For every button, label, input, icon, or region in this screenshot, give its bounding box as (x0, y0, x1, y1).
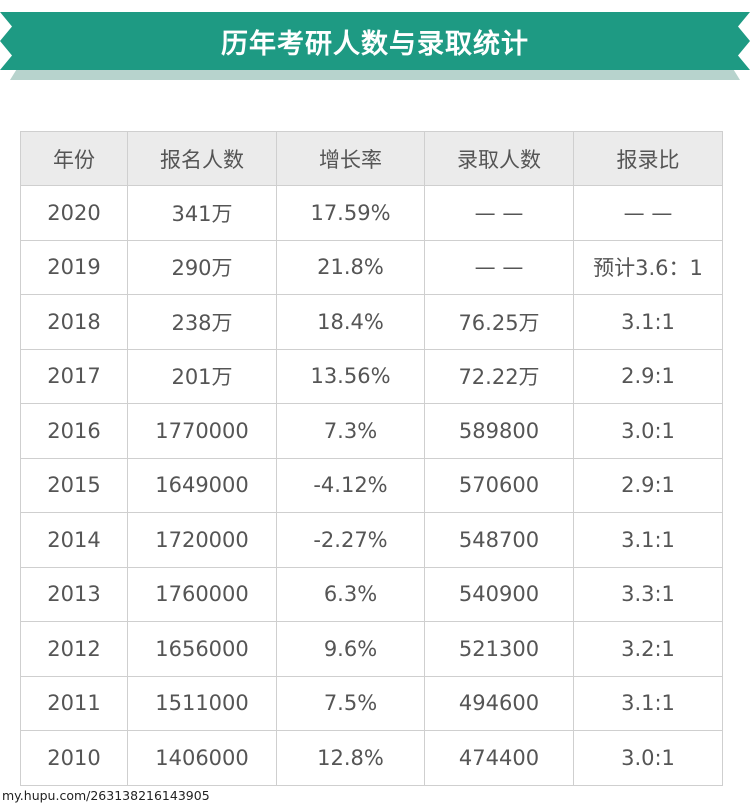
cell-applicants: 201万 (127, 348, 277, 404)
table-row: 2017 201万 13.56% 72.22万 2.9:1 (20, 348, 723, 404)
table-row: 2010 1406000 12.8% 474400 3.0:1 (20, 730, 723, 786)
header-year: 年份 (20, 131, 128, 186)
cell-ratio: 2.9:1 (573, 348, 723, 404)
cell-year: 2020 (20, 185, 128, 241)
stats-table: 年份 报名人数 增长率 录取人数 报录比 2020 341万 17.59% — … (20, 131, 723, 786)
cell-ratio: 3.1:1 (573, 512, 723, 568)
cell-admitted: 521300 (424, 621, 574, 677)
table-row: 2011 1511000 7.5% 494600 3.1:1 (20, 675, 723, 731)
table-row: 2014 1720000 -2.27% 548700 3.1:1 (20, 512, 723, 568)
cell-ratio: 3.2:1 (573, 621, 723, 677)
cell-applicants: 1406000 (127, 730, 277, 786)
cell-growth: 7.3% (276, 403, 425, 459)
cell-ratio: 2.9:1 (573, 457, 723, 513)
cell-ratio: 3.1:1 (573, 675, 723, 731)
cell-admitted: 589800 (424, 403, 574, 459)
table-row: 2012 1656000 9.6% 521300 3.2:1 (20, 621, 723, 677)
cell-applicants: 1770000 (127, 403, 277, 459)
table-row: 2019 290万 21.8% — — 预计3.6：1 (20, 239, 723, 295)
cell-ratio: 3.3:1 (573, 566, 723, 622)
cell-year: 2016 (20, 403, 128, 459)
cell-admitted: 72.22万 (424, 348, 574, 404)
cell-growth: -2.27% (276, 512, 425, 568)
table-row: 2020 341万 17.59% — — — — (20, 185, 723, 241)
cell-year: 2010 (20, 730, 128, 786)
cell-ratio: 3.0:1 (573, 730, 723, 786)
table-row: 2016 1770000 7.3% 589800 3.0:1 (20, 403, 723, 459)
cell-year: 2017 (20, 348, 128, 404)
cell-admitted: 570600 (424, 457, 574, 513)
cell-year: 2011 (20, 675, 128, 731)
header-growth: 增长率 (276, 131, 425, 186)
title-banner: 历年考研人数与录取统计 (0, 0, 750, 82)
page-title: 历年考研人数与录取统计 (0, 12, 750, 70)
cell-year: 2014 (20, 512, 128, 568)
cell-applicants: 1720000 (127, 512, 277, 568)
cell-admitted: 474400 (424, 730, 574, 786)
cell-year: 2012 (20, 621, 128, 677)
cell-applicants: 1511000 (127, 675, 277, 731)
cell-year: 2018 (20, 294, 128, 350)
cell-growth: 6.3% (276, 566, 425, 622)
cell-growth: 13.56% (276, 348, 425, 404)
cell-ratio: 3.0:1 (573, 403, 723, 459)
table-row: 2018 238万 18.4% 76.25万 3.1:1 (20, 294, 723, 350)
cell-admitted: — — (424, 185, 574, 241)
cell-growth: 18.4% (276, 294, 425, 350)
cell-applicants: 238万 (127, 294, 277, 350)
cell-year: 2013 (20, 566, 128, 622)
header-applicants: 报名人数 (127, 131, 277, 186)
header-ratio: 报录比 (573, 131, 723, 186)
cell-year: 2019 (20, 239, 128, 295)
table-row: 2013 1760000 6.3% 540900 3.3:1 (20, 566, 723, 622)
cell-applicants: 1656000 (127, 621, 277, 677)
cell-growth: -4.12% (276, 457, 425, 513)
cell-ratio: — — (573, 185, 723, 241)
cell-admitted: — — (424, 239, 574, 295)
cell-growth: 9.6% (276, 621, 425, 677)
cell-ratio: 3.1:1 (573, 294, 723, 350)
table-header-row: 年份 报名人数 增长率 录取人数 报录比 (20, 131, 723, 186)
cell-growth: 12.8% (276, 730, 425, 786)
cell-admitted: 494600 (424, 675, 574, 731)
header-admitted: 录取人数 (424, 131, 574, 186)
cell-growth: 17.59% (276, 185, 425, 241)
table-row: 2015 1649000 -4.12% 570600 2.9:1 (20, 457, 723, 513)
watermark: my.hupu.com/263138216143905 (2, 788, 210, 803)
cell-year: 2015 (20, 457, 128, 513)
cell-admitted: 540900 (424, 566, 574, 622)
cell-applicants: 290万 (127, 239, 277, 295)
cell-admitted: 76.25万 (424, 294, 574, 350)
cell-growth: 7.5% (276, 675, 425, 731)
cell-growth: 21.8% (276, 239, 425, 295)
cell-ratio: 预计3.6：1 (573, 239, 723, 295)
cell-admitted: 548700 (424, 512, 574, 568)
cell-applicants: 1760000 (127, 566, 277, 622)
cell-applicants: 341万 (127, 185, 277, 241)
cell-applicants: 1649000 (127, 457, 277, 513)
